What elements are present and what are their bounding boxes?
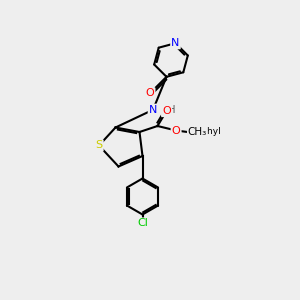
Text: CH₃: CH₃ [188, 127, 207, 137]
Text: N: N [171, 38, 180, 48]
Text: Cl: Cl [137, 218, 148, 229]
Text: methyl: methyl [189, 128, 221, 136]
Text: −H: −H [161, 105, 177, 115]
Text: N: N [149, 105, 157, 115]
Text: O: O [146, 88, 154, 98]
Text: O: O [172, 125, 181, 136]
Text: O: O [162, 106, 171, 116]
Text: S: S [95, 140, 103, 151]
